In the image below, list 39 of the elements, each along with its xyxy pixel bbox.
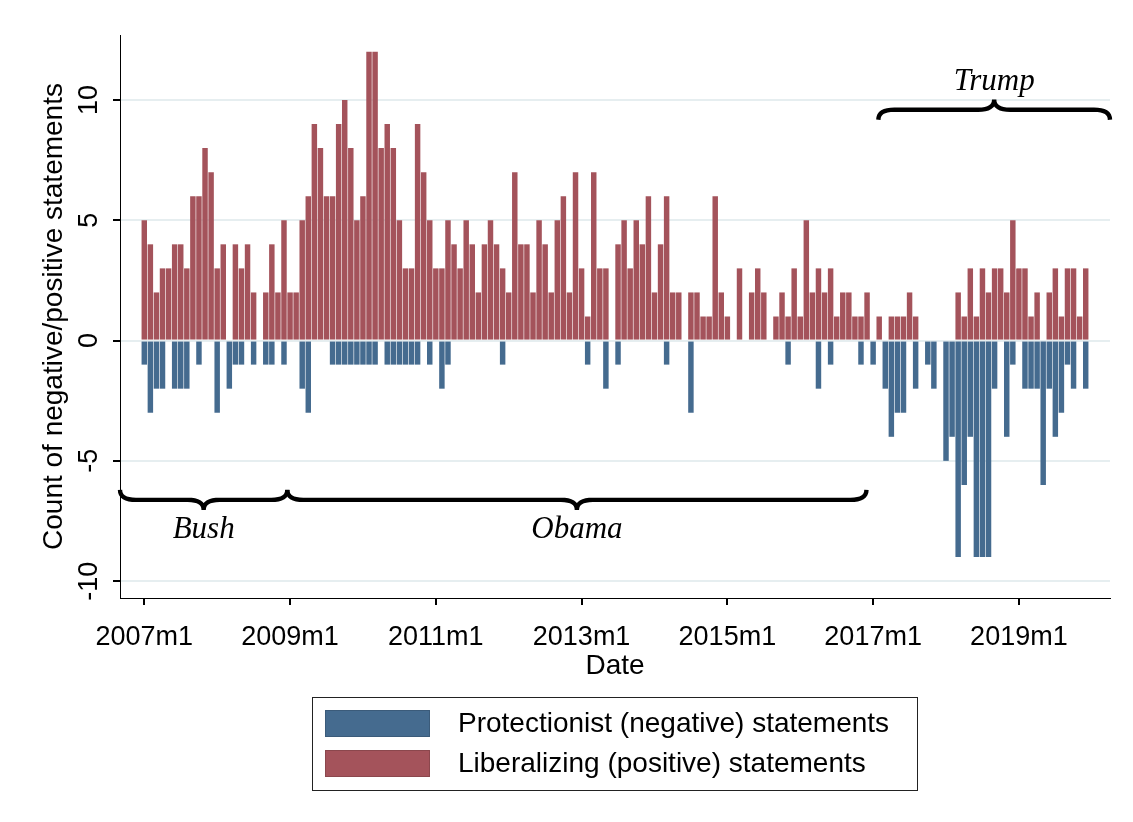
y-tick-label: 10: [72, 84, 103, 115]
y-tick-label: 5: [72, 212, 103, 228]
bar: [1082, 341, 1089, 389]
bar: [196, 341, 202, 365]
bar: [876, 316, 882, 340]
bar: [858, 341, 864, 365]
x-tick-label: 2009m1: [241, 620, 339, 651]
bar: [912, 341, 919, 389]
x-tick-label: 2015m1: [678, 620, 777, 651]
bar: [688, 341, 694, 413]
bar: [870, 341, 876, 365]
annotation: Trump: [953, 61, 1035, 97]
bar: [427, 341, 433, 365]
x-tick-label: 2011m1: [388, 620, 484, 651]
y-tick-label: -5: [72, 448, 103, 473]
y-tick-label: -10: [72, 561, 103, 601]
bar: [584, 341, 591, 365]
x-axis-title: Date: [585, 648, 645, 680]
bar: [603, 341, 609, 389]
bar: [785, 341, 791, 365]
bar: [281, 341, 287, 365]
y-tick-label: 0: [72, 333, 103, 349]
legend-label: Liberalizing (positive) statements: [458, 747, 866, 778]
y-axis-title: Count of negative/positive statements: [36, 83, 68, 550]
x-tick-label: 2013m1: [532, 620, 631, 651]
x-tick-label: 2007m1: [95, 620, 194, 651]
bar: [214, 341, 220, 413]
bar: [736, 268, 743, 340]
bar: [827, 341, 834, 365]
annotation: Obama: [531, 510, 623, 546]
bar: [615, 341, 621, 365]
x-tick-label: 2017m1: [824, 620, 922, 651]
bar: [250, 341, 257, 365]
legend-label: Protectionist (negative) statements: [458, 707, 890, 738]
annotation: Bush: [172, 510, 235, 546]
bar: [499, 341, 506, 365]
bar: [815, 341, 822, 389]
x-tick-label: 2019m1: [970, 620, 1068, 651]
bar: [663, 341, 670, 365]
